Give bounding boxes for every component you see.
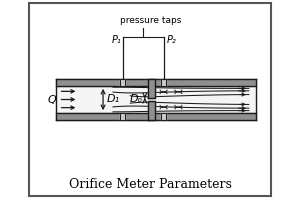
Bar — [120, 113, 125, 121]
Text: Orifice Meter Parameters: Orifice Meter Parameters — [69, 178, 231, 191]
Text: D₁: D₁ — [107, 95, 120, 104]
Text: Dₒ: Dₒ — [130, 95, 143, 104]
Text: P₂: P₂ — [167, 35, 176, 45]
Bar — [161, 78, 166, 86]
Text: Q: Q — [47, 95, 56, 104]
Bar — [148, 101, 155, 121]
Bar — [148, 78, 155, 98]
Bar — [161, 113, 166, 121]
Text: P₁: P₁ — [112, 35, 122, 45]
Bar — [120, 78, 125, 86]
Text: pressure taps: pressure taps — [120, 16, 181, 25]
